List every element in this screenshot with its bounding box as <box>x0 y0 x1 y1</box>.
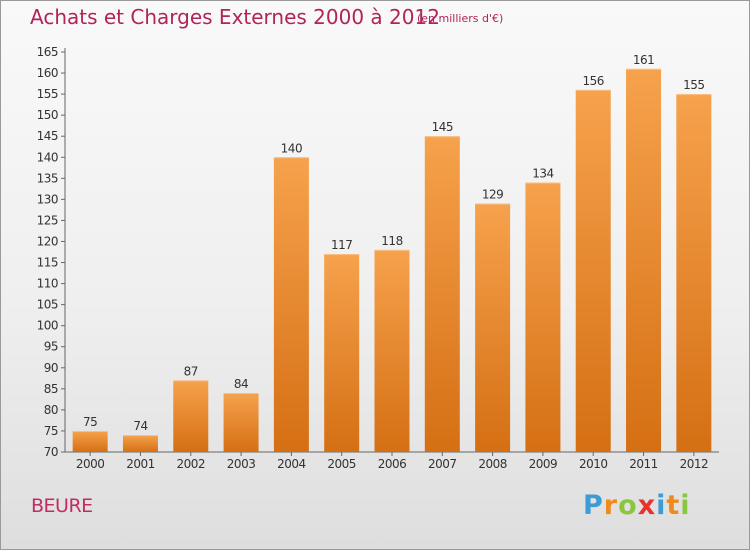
y-tick-label: 125 <box>37 213 58 227</box>
bar-2001 <box>122 435 158 452</box>
y-tick-label: 80 <box>44 403 58 417</box>
axes: 70 75 80 85 90 95 100 105 110 115 120 125 130 135 140 1… <box>37 45 719 471</box>
x-tick-label: 2005 <box>327 457 356 471</box>
data-label: 87 <box>184 364 198 378</box>
y-tick-label: 140 <box>37 150 58 164</box>
y-tick-label: 130 <box>37 192 58 206</box>
bars: 75 74 87 84 140 117 118 145 129 134 156 161 155 <box>72 53 712 453</box>
y-tick-label: 90 <box>44 361 58 375</box>
data-label: 75 <box>83 415 97 429</box>
y-tick-label: 95 <box>44 340 58 354</box>
y-tick-label: 165 <box>37 45 58 59</box>
y-tick-label: 115 <box>37 256 58 270</box>
logo-letter: r <box>603 490 619 521</box>
bar-2007 <box>424 136 460 453</box>
x-tick-label: 2010 <box>579 457 608 471</box>
x-tick-label: 2008 <box>478 457 507 471</box>
x-tick-label: 2002 <box>176 457 205 471</box>
place-name: BEURE <box>31 495 93 517</box>
chart-subtitle: (en milliers d'€) <box>417 12 504 25</box>
x-tick-label: 2012 <box>680 457 709 471</box>
y-tick-label: 150 <box>37 108 58 122</box>
bar-2009 <box>525 182 561 453</box>
y-tick-label: 75 <box>44 424 58 438</box>
data-label: 74 <box>133 419 147 433</box>
data-label: 117 <box>331 238 352 252</box>
x-tick-label: 2001 <box>126 457 155 471</box>
y-tick-label: 85 <box>44 382 58 396</box>
y-tick-label: 110 <box>37 277 58 291</box>
bar-2005 <box>324 254 360 452</box>
y-tick-label: 135 <box>37 171 58 185</box>
x-tick-label: 2003 <box>227 457 256 471</box>
y-tick-label: 155 <box>37 87 58 101</box>
x-tick-label: 2006 <box>378 457 407 471</box>
data-label: 118 <box>381 234 402 248</box>
bar-2006 <box>374 249 410 452</box>
data-label: 145 <box>432 120 453 134</box>
bar-2000 <box>72 430 108 452</box>
data-label: 84 <box>234 377 248 391</box>
logo-letter: t <box>666 490 681 521</box>
bar-2010 <box>575 89 611 452</box>
data-label: 129 <box>482 188 503 202</box>
x-tick-label: 2009 <box>529 457 558 471</box>
data-label: 156 <box>583 74 604 88</box>
x-tick-label: 2007 <box>428 457 457 471</box>
logo-letter: x <box>637 490 657 521</box>
bar-2002 <box>173 380 209 452</box>
x-tick-label: 2004 <box>277 457 306 471</box>
y-tick-label: 160 <box>37 66 58 80</box>
y-tick-label: 105 <box>37 298 58 312</box>
proxiti-logo: Proxiti <box>583 490 691 521</box>
x-tick-label: 2011 <box>629 457 658 471</box>
y-tick-label: 70 <box>44 445 58 459</box>
logo-letter: i <box>680 490 691 521</box>
y-tick-label: 145 <box>37 129 58 143</box>
chart-title: Achats et Charges Externes 2000 à 2012 <box>30 5 440 29</box>
data-label: 140 <box>281 141 302 155</box>
data-label: 134 <box>532 167 553 181</box>
logo-letter: o <box>618 490 638 521</box>
data-label: 161 <box>633 53 654 67</box>
logo-letter: i <box>656 490 667 521</box>
y-tick-label: 100 <box>37 319 58 333</box>
data-label: 155 <box>683 78 704 92</box>
bar-2012 <box>676 94 712 453</box>
bar-2008 <box>475 203 511 452</box>
y-tick-label: 120 <box>37 234 58 248</box>
bar-2004 <box>273 157 309 452</box>
bar-2011 <box>626 68 662 452</box>
bar-2003 <box>223 393 259 452</box>
logo-letter: P <box>583 490 604 521</box>
x-tick-label: 2000 <box>76 457 105 471</box>
